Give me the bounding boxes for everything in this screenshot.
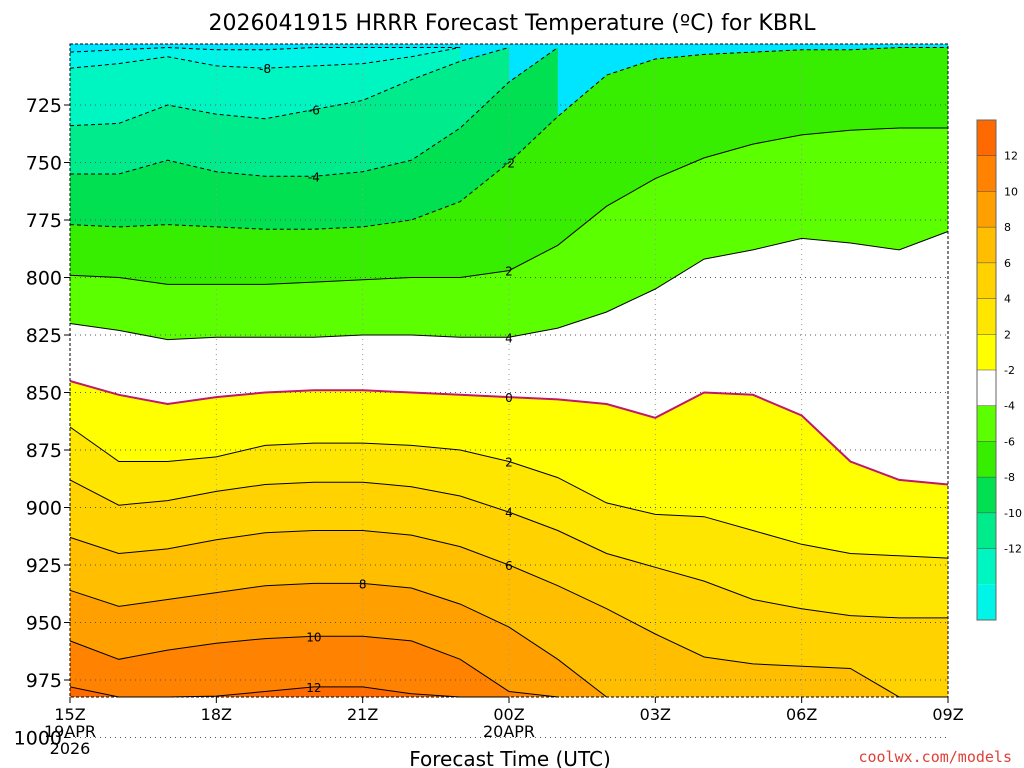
contour-10-12 (69, 635, 558, 698)
x-tick-label-15-0: 06Z (786, 705, 817, 724)
colorbar-swatch-t-2 (977, 405, 996, 442)
x-axis-label: Forecast Time (UTC) (409, 747, 611, 768)
colorbar-swatch-t2 (977, 334, 996, 370)
contour-label-2-5: 2 (505, 265, 513, 279)
contour-label-8-11: 8 (359, 577, 367, 591)
colorbar-label--12: -12 (1004, 543, 1022, 556)
colorbar-label-8: 8 (1004, 221, 1011, 234)
x-tick-label-18-0: 09Z (932, 705, 963, 724)
band-t12 (70, 636, 558, 697)
contour-label-10-12: 10 (306, 630, 321, 644)
contour-label--4-3: -4 (308, 170, 320, 184)
contour-8-11 (69, 582, 607, 698)
contour-0-7 (69, 380, 949, 486)
contour-label-6-10: 6 (505, 559, 513, 573)
x-tick-label-0-0: 15Z (54, 705, 85, 724)
colorbar-swatch-t-6 (977, 477, 996, 513)
contour-2-8 (69, 426, 949, 559)
contour-4-6 (69, 231, 949, 341)
colorbar-swatch-t-12 (977, 584, 996, 620)
contour-2-5 (69, 127, 948, 285)
y-tick-label-925: 925 (26, 555, 62, 577)
y-tick-label-825: 825 (26, 325, 62, 347)
y-tick-label-975: 975 (26, 670, 62, 692)
credit-text: coolwx.com/models (858, 748, 1012, 766)
contour-label--8-1: -8 (259, 62, 271, 76)
contour--4-3 (70, 47, 559, 177)
y-axis: 725 750 775 800 825 850 875 900 925 950 975 1000 (14, 95, 70, 750)
y-tick-label-1000: 1000 (14, 728, 62, 750)
contour--6-2 (69, 47, 510, 127)
colorbar-swatch-t-4 (977, 441, 996, 478)
colorbar-label--2: -2 (1004, 364, 1015, 377)
contour-label-2-8: 2 (505, 456, 513, 470)
colorbar-label-10: 10 (1004, 185, 1018, 198)
contour-label-12-13: 12 (306, 681, 321, 695)
colorbar-label--6: -6 (1004, 435, 1015, 448)
colorbar-swatch-t12 (977, 155, 996, 192)
colorbar-swatch-t-8 (977, 512, 996, 549)
contour-label--6-2: -6 (308, 104, 320, 118)
colorbar-swatch-t14 (977, 120, 996, 156)
contour-lines: -8 -6 -4 -2 2 4 0 2 4 6 8 10 12 (69, 46, 949, 698)
colorbar-label--8: -8 (1004, 471, 1015, 484)
colorbar-swatch-t6 (977, 262, 996, 299)
contour-label-4-6: 4 (505, 331, 513, 345)
colorbar-label-6: 6 (1004, 257, 1011, 270)
y-tick-label-750: 750 (26, 153, 62, 175)
contour-6-10 (69, 530, 948, 698)
x-tick-label-3-0: 18Z (201, 705, 232, 724)
contour--8-1 (69, 47, 461, 69)
x-tick-label-9-1: 20APR (483, 722, 535, 741)
contour--2-4 (69, 47, 948, 230)
contour-label-4-9: 4 (505, 506, 513, 520)
colorbar-label-2: 2 (1004, 328, 1011, 341)
y-tick-label-775: 775 (26, 210, 62, 232)
colorbar-swatch-t4 (977, 298, 996, 335)
colorbar-label--10: -10 (1004, 507, 1022, 520)
y-tick-label-950: 950 (26, 613, 62, 635)
colorbar-swatch-t10 (977, 191, 996, 228)
x-tick-label-0-1: 19APR (44, 722, 96, 741)
x-tick-label-0-2: 2026 (50, 739, 91, 758)
colorbar-legend: 12 10 8 6 4 2 -2 -4 -6 -8 -10 -12 (976, 119, 1022, 621)
contour-label-0-7: 0 (505, 391, 513, 405)
band-t14 (70, 686, 509, 697)
x-tick-label-6-0: 21Z (347, 705, 378, 724)
y-tick-label-800: 800 (26, 268, 62, 290)
contour-4-9 (69, 479, 948, 619)
colorbar-swatch-t0 (977, 370, 996, 406)
colorbar-swatch-t8 (977, 227, 996, 263)
y-tick-label-850: 850 (26, 383, 62, 405)
contour-label--2-4: -2 (503, 157, 515, 171)
colorbar-swatch-t-10 (977, 548, 996, 585)
y-tick-label-875: 875 (26, 440, 62, 462)
y-tick-label-900: 900 (26, 498, 62, 520)
colorbar-label--4: -4 (1004, 400, 1015, 413)
chart-title: 2026041915 HRRR Forecast Temperature (ºC… (209, 11, 817, 36)
colorbar-label-12: 12 (1004, 150, 1018, 163)
x-tick-label-9-0: 00Z (493, 705, 524, 724)
colorbar-label-4: 4 (1004, 293, 1011, 306)
contour--10-0 (69, 46, 461, 53)
x-tick-label-12-0: 03Z (640, 705, 671, 724)
y-tick-label-725: 725 (26, 95, 62, 117)
